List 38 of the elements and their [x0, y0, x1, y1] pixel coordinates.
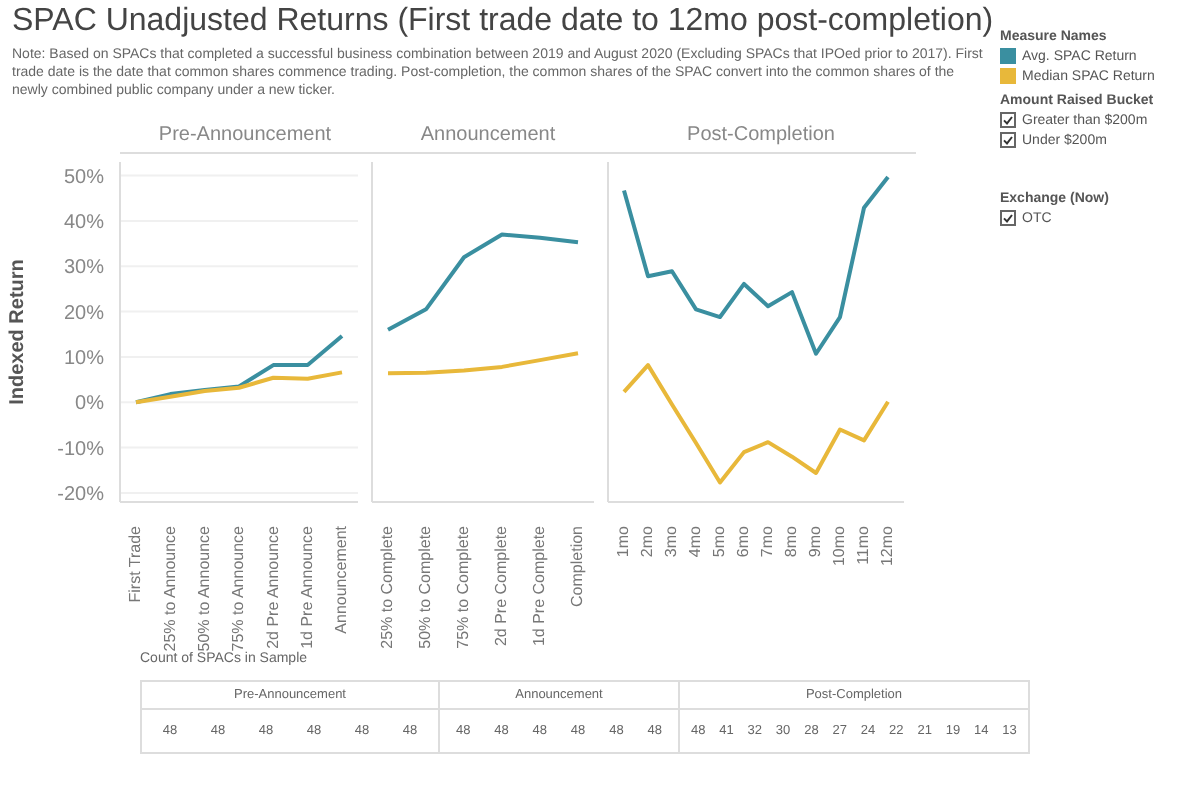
x-tick-label: First Trade: [126, 524, 145, 603]
x-tick-label: 3mo: [662, 524, 681, 558]
x-tick-label: 11mo: [854, 524, 873, 565]
y-tick-label: 50%: [63, 166, 105, 189]
x-tick-label: 1d Pre Announce: [297, 524, 316, 649]
x-tick-label: Completion: [568, 526, 587, 607]
x-tick-label: 25% to Complete: [378, 524, 397, 649]
text: Pre-Announcement: [120, 124, 370, 154]
y-tick-label: -10%: [57, 438, 105, 461]
x-tick-label: Announcement: [332, 524, 351, 634]
chart-title: Post-Completion: [606, 124, 916, 154]
x-tick-label: 8mo: [782, 524, 801, 558]
chart-title: Announcement: [370, 124, 606, 154]
x-tick-label: 2d Pre Announce: [263, 524, 282, 649]
y-tick-label: 20%: [63, 302, 105, 325]
x-tick-label: 75% to Announce: [229, 524, 248, 652]
x-tick-label: 10mo: [830, 524, 849, 567]
x-tick-label: 6mo: [734, 524, 753, 558]
x-tick-label: 1d Pre Complete: [530, 524, 549, 647]
x-tick-label: 25% to Announce: [160, 524, 179, 652]
y-tick-label: 10%: [63, 348, 105, 371]
y-tick-label: 0%: [75, 393, 105, 416]
x-tick-label: 9mo: [806, 524, 825, 558]
y-tick-label: 30%: [63, 257, 105, 280]
x-tick-label: 5mo: [710, 524, 729, 558]
x-tick-label: 2d Pre Complete: [492, 524, 511, 647]
x-tick-label: 2mo: [638, 524, 657, 558]
x-tick-label: 75% to Complete: [454, 524, 473, 649]
x-tick-label: 1mo: [614, 524, 633, 558]
y-axis-title: Indexed Return: [7, 259, 30, 405]
x-tick-label: 50% to Announce: [194, 524, 213, 652]
x-tick-label: 50% to Complete: [416, 524, 435, 649]
x-tick-label: 4mo: [686, 524, 705, 558]
x-tick-label: 7mo: [758, 524, 777, 558]
text: SPAC Unadjusted Returns (First trade date to 12mo post-completion): [12, 4, 994, 40]
y-tick-label: -20%: [57, 484, 105, 507]
x-tick-label: 12mo: [878, 524, 897, 567]
y-tick-label: 40%: [63, 212, 105, 235]
